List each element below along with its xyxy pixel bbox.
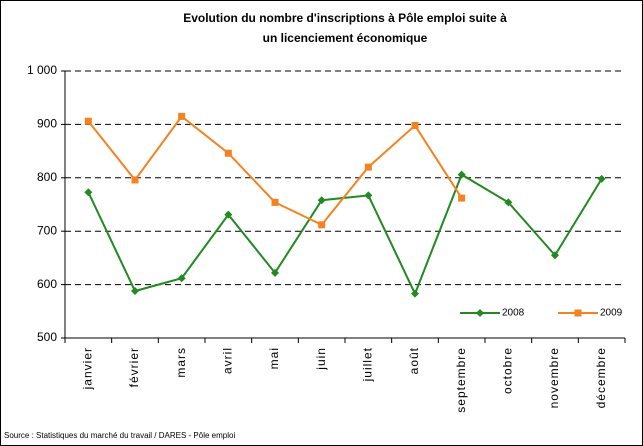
source-note: Source : Statistiques du marché du trava…: [4, 431, 235, 440]
data-point: [131, 176, 139, 184]
x-tick-label: novembre: [547, 347, 561, 408]
legend-marker: [574, 309, 582, 317]
data-point: [84, 188, 93, 197]
y-tick-label: 800: [37, 170, 57, 184]
x-tick-label: décembre: [594, 347, 608, 408]
data-point: [458, 194, 466, 202]
data-point: [457, 170, 466, 179]
data-point: [504, 198, 513, 207]
y-tick-label: 500: [37, 330, 57, 344]
data-point: [224, 210, 233, 219]
chart-title: un licenciement économique: [263, 31, 428, 45]
x-tick-label: janvier: [81, 347, 95, 390]
data-point: [131, 287, 139, 296]
data-point: [364, 163, 372, 171]
data-point: [271, 268, 279, 277]
x-tick-label: mai: [267, 347, 281, 369]
x-tick-label: mars: [174, 347, 188, 378]
data-point: [551, 251, 559, 260]
data-point: [411, 289, 419, 298]
x-tick-label: août: [407, 347, 421, 374]
x-tick-label: juillet: [361, 347, 375, 382]
legend-label: 2008: [502, 308, 525, 319]
y-tick-label: 600: [37, 277, 57, 291]
data-point: [318, 221, 326, 229]
y-tick-label: 1 000: [27, 63, 57, 77]
x-tick-label: septembre: [454, 347, 468, 413]
data-point: [411, 121, 419, 129]
series-line: [87, 173, 603, 297]
y-tick-label: 700: [37, 223, 57, 237]
data-point: [597, 174, 606, 183]
chart-title: Evolution du nombre d'inscriptions à Pôl…: [183, 11, 507, 25]
x-tick-label: avril: [221, 347, 235, 374]
data-point: [271, 198, 279, 206]
data-point: [317, 196, 326, 205]
x-tick-label: juin: [314, 347, 328, 371]
data-point: [364, 191, 373, 200]
legend-label: 2009: [600, 308, 623, 319]
data-point: [177, 274, 186, 283]
x-tick-label: février: [127, 347, 141, 387]
y-tick-label: 900: [37, 117, 57, 131]
data-point: [84, 117, 92, 125]
data-point: [178, 112, 186, 120]
x-tick-label: octobre: [501, 347, 515, 394]
legend-marker: [476, 309, 484, 317]
data-point: [224, 149, 232, 157]
